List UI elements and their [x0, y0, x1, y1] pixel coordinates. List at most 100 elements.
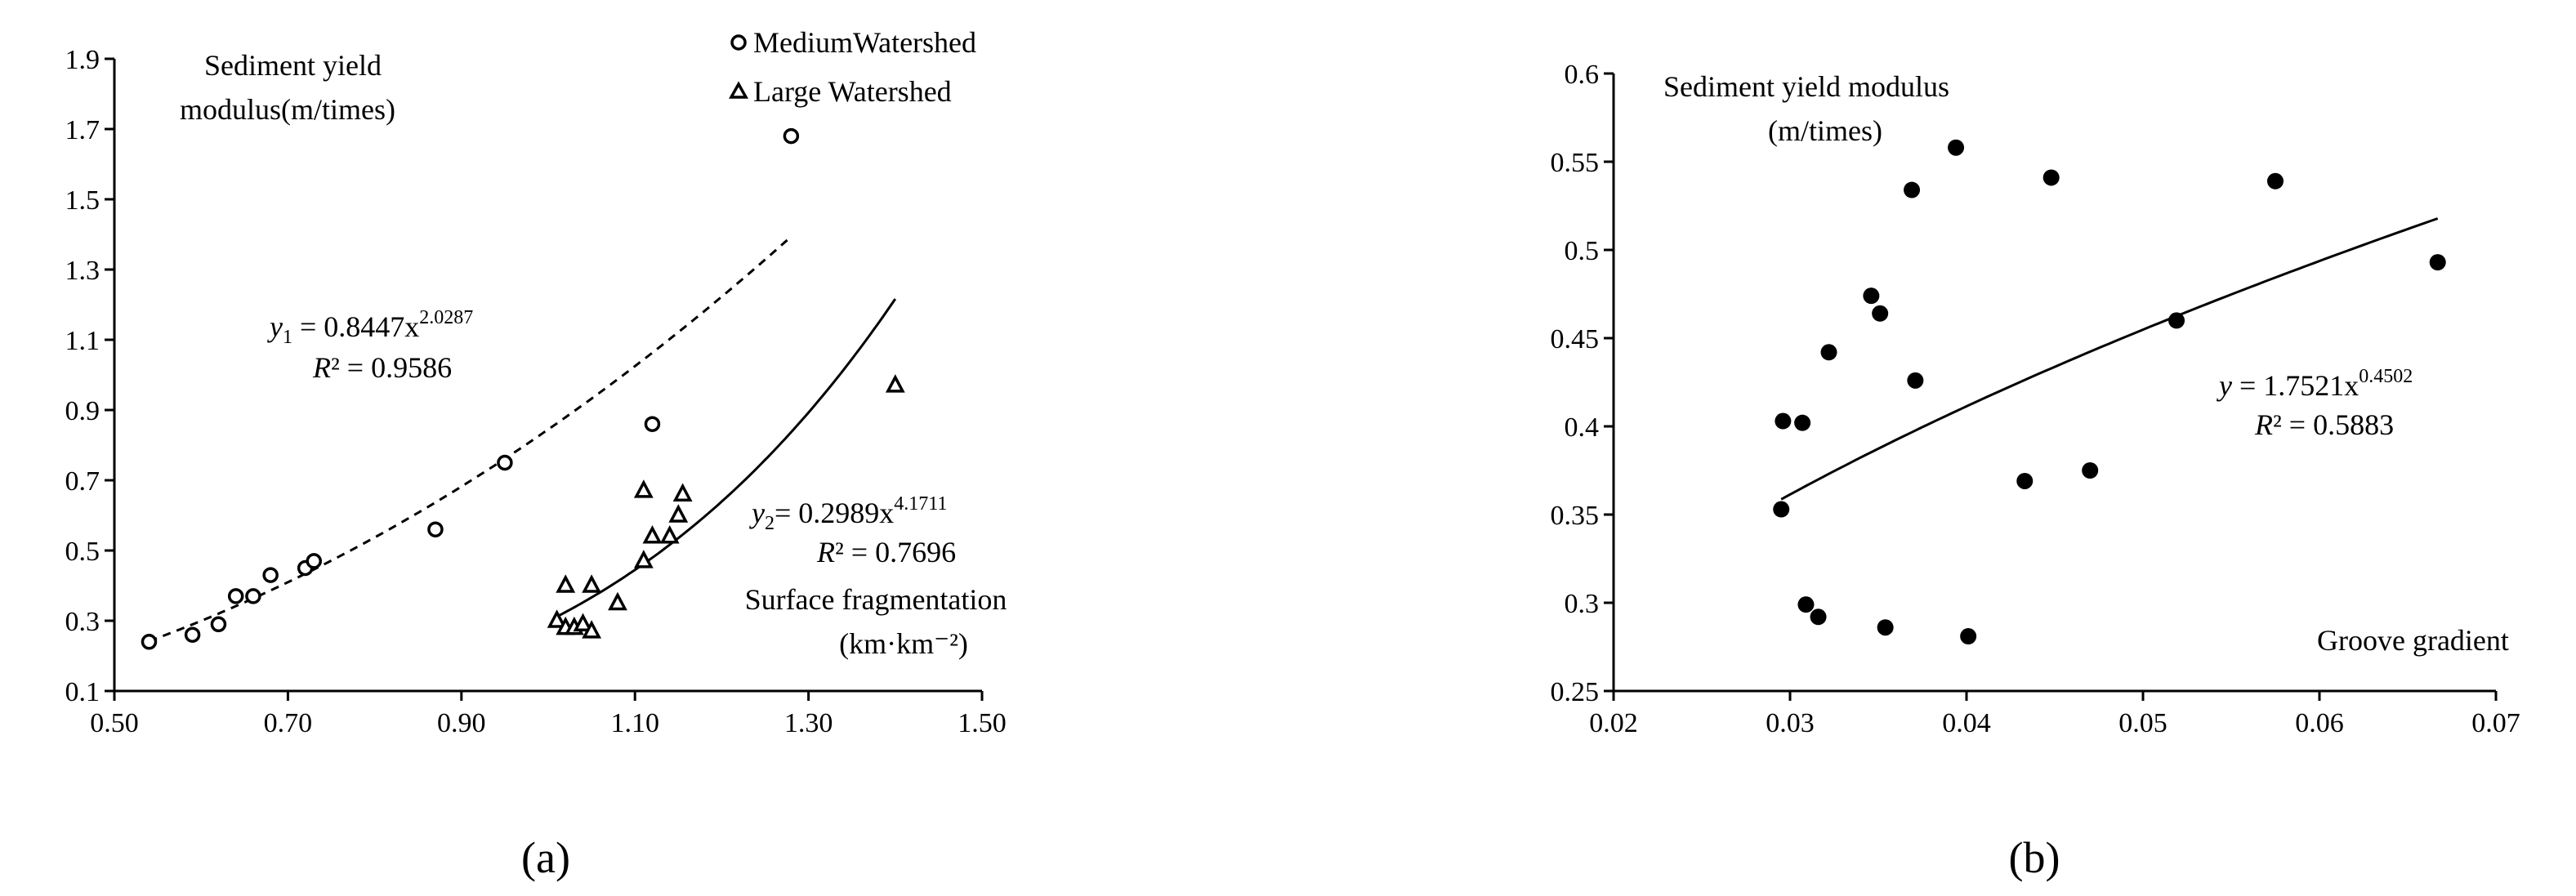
data-point-filled [1907, 372, 1924, 389]
x-tick-label: 0.05 [2118, 708, 2168, 738]
y-tick-label: 0.3 [65, 607, 100, 637]
data-point-triangle [668, 504, 689, 523]
data-point-filled [2267, 172, 2284, 189]
data-point-triangle [633, 550, 654, 568]
r2-1-R: R [312, 351, 331, 384]
eq2-exp: 4.1711 [894, 493, 947, 515]
y-tick-label: 0.25 [1551, 677, 1600, 707]
data-point-circle [262, 567, 279, 583]
data-point-triangle [582, 620, 602, 639]
panel-a-ylabel-line1: Sediment yield [204, 49, 382, 82]
data-point-triangle [573, 613, 593, 632]
x-tick-label: 1.30 [784, 708, 833, 738]
data-point-circle [141, 634, 158, 650]
x-tick-label: 0.06 [2295, 708, 2344, 738]
data-point-circle [427, 521, 444, 537]
y-tick-label: 0.55 [1551, 148, 1600, 178]
y-tick-label: 0.7 [65, 466, 100, 497]
data-point-filled [1872, 305, 1889, 322]
eqb-mid: = 1.7521x [2232, 369, 2359, 402]
panel-b-ylabel-line2: (m/times) [1768, 114, 1882, 147]
y-tick-label: 1.1 [65, 326, 100, 356]
data-point-triangle [556, 574, 576, 593]
legend-circle-marker [730, 34, 747, 51]
y-tick-label: 1.7 [65, 115, 100, 145]
eq1-y: y [267, 310, 283, 343]
data-point-filled [1904, 181, 1921, 198]
panel-a-equation-2: y2= 0.2989x4.1711 [749, 493, 947, 534]
fit-curve-1 [1780, 217, 2439, 501]
y-tick-label: 0.4 [1565, 412, 1600, 443]
legend-medium-watershed: MediumWatershed [753, 26, 976, 59]
eqb-y: y [2217, 369, 2232, 402]
panel-a: 0.1 0.3 0.5 0.7 0.9 1.1 1.3 1.5 1.7 1.9 0.50 0.70 0… [65, 26, 1007, 882]
panel-b-axes [1604, 72, 2498, 701]
data-point-circle [184, 626, 201, 643]
legend-large-watershed: Large Watershed [753, 75, 952, 108]
r2-b-rest: ² = 0.5883 [2273, 408, 2394, 441]
x-tick-label: 0.70 [264, 708, 313, 738]
data-point-circle [783, 127, 800, 145]
panel-a-axes [105, 57, 984, 701]
panel-a-fit-curves [148, 235, 897, 643]
panel-b-ylabel-line1: Sediment yield modulus [1663, 70, 1949, 103]
x-tick-label: 0.03 [1766, 708, 1815, 738]
panel-a-label: (a) [521, 833, 570, 882]
x-tick-label: 0.07 [2471, 708, 2520, 738]
panel-a-legend: MediumWatershed Large Watershed [729, 26, 976, 108]
data-point-triangle [885, 374, 905, 393]
y-tick-label: 0.5 [1565, 236, 1600, 266]
data-point-filled [1960, 628, 1977, 645]
r2-b-R: R [2254, 408, 2273, 441]
y-tick-label: 1.9 [65, 45, 100, 75]
data-point-circle [644, 416, 661, 432]
panel-b-y-tick-labels: 0.25 0.3 0.35 0.4 0.45 0.5 0.55 0.6 [1551, 60, 1600, 707]
panel-b-fit-curve [1780, 217, 2439, 501]
panel-b-xlabel: Groove gradient [2317, 624, 2509, 657]
fit-curve-1 [148, 235, 792, 643]
y-tick-label: 0.5 [65, 537, 100, 567]
y-tick-label: 0.3 [1565, 589, 1600, 619]
x-tick-label: 0.02 [1589, 708, 1638, 738]
panel-b-label: (b) [2009, 833, 2060, 882]
panel-b-r2: R² = 0.5883 [2254, 408, 2394, 441]
data-point-filled [2016, 472, 2034, 489]
y-tick-label: 0.6 [1565, 60, 1600, 90]
panel-b-equation: y = 1.7521x0.4502 [2217, 366, 2413, 402]
panel-a-xlabel-line1: Surface fragmentation [745, 583, 1007, 616]
r2-2-R: R [816, 536, 835, 568]
panel-a-y-tick-labels: 0.1 0.3 0.5 0.7 0.9 1.1 1.3 1.5 1.7 1.9 [65, 45, 100, 707]
data-point-filled [1797, 596, 1815, 613]
y-tick-label: 1.5 [65, 185, 100, 216]
eq2-mid: = 0.2989x [775, 497, 894, 529]
panel-a-xlabel-line2: (km·km⁻²) [839, 627, 968, 660]
data-point-triangle [582, 574, 602, 593]
data-point-filled [2168, 312, 2185, 329]
panel-a-ylabel-line2: modulus(m/times) [180, 93, 395, 126]
x-tick-label: 1.10 [610, 708, 659, 738]
data-point-filled [1773, 501, 1790, 518]
panel-a-data-points [141, 127, 905, 650]
panel-b-data-points [1773, 139, 2446, 645]
legend-triangle-marker [729, 81, 748, 99]
panel-a-equation-1: y1 = 0.8447x2.0287 [267, 307, 473, 348]
eq1-mid: = 0.8447x [292, 310, 419, 343]
eq1-sub: 1 [283, 327, 292, 348]
x-tick-label: 0.50 [90, 708, 139, 738]
fit-curve-2 [556, 298, 897, 618]
r2-2-rest: ² = 0.7696 [835, 536, 956, 568]
y-tick-label: 0.9 [65, 396, 100, 426]
y-tick-label: 1.3 [65, 256, 100, 286]
data-point-filled [2082, 462, 2099, 479]
data-point-triangle [642, 525, 663, 544]
x-tick-label: 1.50 [958, 708, 1007, 738]
panel-a-r2-2: R² = 0.7696 [816, 536, 956, 568]
y-tick-label: 0.1 [65, 677, 100, 707]
eq1-exp: 2.0287 [419, 307, 473, 328]
data-point-filled [1810, 608, 1827, 626]
y-tick-label: 0.35 [1551, 501, 1600, 531]
panel-a-x-tick-labels: 0.50 0.70 0.90 1.10 1.30 1.50 [90, 708, 1007, 738]
data-point-triangle [608, 591, 627, 611]
data-point-filled [2429, 254, 2446, 271]
